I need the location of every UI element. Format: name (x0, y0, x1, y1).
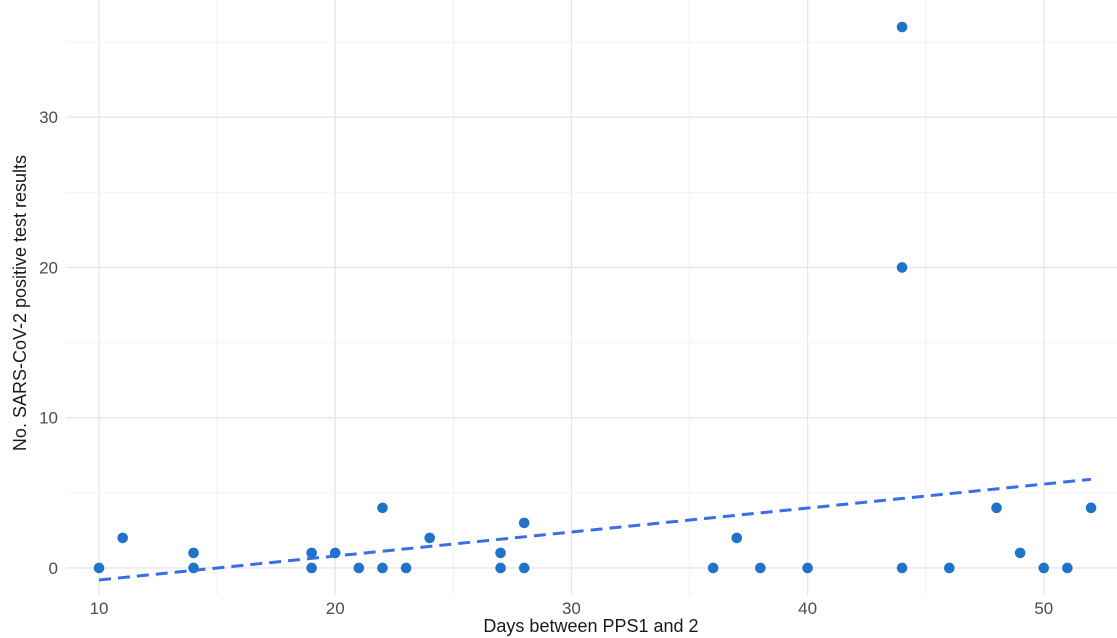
data-points (93, 21, 1097, 574)
data-point (306, 547, 317, 559)
data-point (731, 532, 743, 544)
data-point (1014, 547, 1026, 559)
x-tick-label: 50 (1034, 599, 1053, 618)
data-point (707, 562, 719, 574)
y-tick-label: 30 (39, 108, 58, 127)
data-point (518, 517, 530, 529)
data-point (188, 562, 199, 574)
x-axis-title: Days between PPS1 and 2 (483, 616, 698, 636)
data-point (802, 562, 813, 574)
x-tick-label: 30 (562, 599, 581, 618)
data-point (1062, 562, 1073, 574)
y-tick-label: 20 (39, 258, 58, 277)
data-point (896, 262, 908, 273)
trend-line-group (98, 477, 1092, 582)
data-point (518, 562, 530, 574)
data-point (896, 21, 908, 33)
grid (66, 0, 1117, 595)
data-point (1085, 502, 1097, 514)
data-point (424, 532, 436, 544)
y-axis-title: No. SARS-CoV-2 positive test results (10, 155, 30, 451)
data-point (329, 547, 341, 559)
trend-line (98, 477, 1092, 582)
data-point (495, 562, 506, 574)
data-point (495, 547, 506, 559)
data-point (991, 502, 1002, 514)
y-tick-label: 0 (49, 559, 58, 578)
tick-labels: 10 20 30 40 50 0 10 20 30 (39, 108, 1053, 618)
data-point (400, 562, 412, 574)
x-tick-label: 20 (326, 599, 345, 618)
x-tick-label: 10 (90, 599, 109, 618)
x-tick-label: 40 (798, 599, 817, 618)
data-point (1038, 562, 1050, 574)
data-point (117, 532, 128, 544)
data-point (306, 562, 317, 574)
y-tick-label: 10 (39, 409, 58, 428)
data-point (755, 562, 766, 574)
data-point (377, 502, 388, 514)
data-point (377, 562, 388, 574)
data-point (896, 562, 908, 574)
data-point (944, 562, 955, 574)
data-point (93, 562, 105, 574)
data-point (353, 562, 365, 574)
data-point (188, 547, 199, 559)
